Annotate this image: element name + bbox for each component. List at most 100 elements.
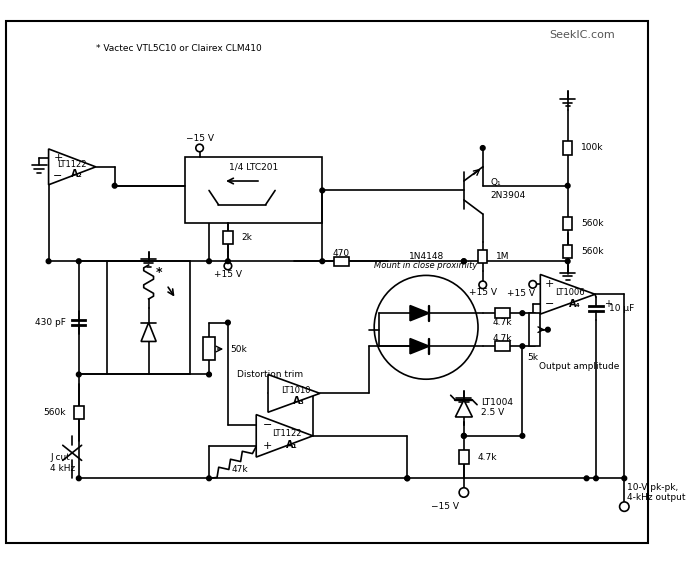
Circle shape: [584, 476, 589, 481]
Text: LT1004: LT1004: [481, 398, 513, 407]
Circle shape: [462, 259, 466, 263]
Circle shape: [207, 372, 211, 377]
Circle shape: [462, 259, 466, 263]
Text: 10 μF: 10 μF: [609, 304, 635, 313]
Circle shape: [112, 183, 117, 188]
Text: 2k: 2k: [241, 233, 252, 242]
Bar: [223, 231, 233, 244]
Bar: [478, 250, 487, 263]
Bar: [563, 245, 573, 258]
Bar: [107, 261, 190, 374]
Bar: [459, 451, 469, 464]
Circle shape: [405, 476, 410, 481]
Text: A₃: A₃: [293, 396, 304, 406]
Bar: [74, 406, 83, 419]
Circle shape: [405, 476, 410, 481]
Circle shape: [620, 502, 629, 512]
Text: A₂: A₂: [71, 169, 83, 179]
Circle shape: [546, 327, 550, 332]
Circle shape: [462, 434, 466, 438]
Text: +: +: [545, 279, 555, 289]
Text: +: +: [263, 442, 273, 451]
Text: 4.7k: 4.7k: [493, 334, 512, 343]
Circle shape: [77, 476, 81, 481]
Text: 4 kHz: 4 kHz: [50, 464, 76, 473]
Text: −15 V: −15 V: [186, 134, 214, 143]
Circle shape: [320, 259, 325, 263]
Text: Distortion trim: Distortion trim: [237, 370, 304, 379]
Bar: [186, 157, 322, 223]
Text: A₁: A₁: [286, 440, 298, 450]
Circle shape: [374, 275, 478, 379]
Text: +15 V: +15 V: [469, 288, 497, 297]
Text: 560k: 560k: [43, 408, 66, 417]
Bar: [563, 142, 573, 155]
Text: SeekIC.com: SeekIC.com: [549, 30, 615, 39]
Text: −: −: [53, 171, 63, 181]
Circle shape: [462, 434, 466, 438]
Text: +15 V: +15 V: [507, 289, 535, 298]
Circle shape: [46, 259, 51, 263]
Polygon shape: [410, 338, 429, 354]
Text: 470: 470: [333, 249, 350, 258]
Bar: [529, 313, 540, 346]
Text: 4.7k: 4.7k: [493, 318, 512, 327]
Circle shape: [224, 262, 232, 270]
Circle shape: [593, 476, 598, 481]
Circle shape: [565, 259, 570, 263]
Circle shape: [520, 344, 524, 349]
Circle shape: [459, 488, 469, 497]
Text: 1/4 LTC201: 1/4 LTC201: [229, 162, 279, 171]
Text: 100k: 100k: [581, 143, 603, 152]
Text: −15 V: −15 V: [431, 502, 459, 511]
Text: +15 V: +15 V: [214, 270, 242, 279]
Circle shape: [520, 434, 524, 438]
Text: +: +: [604, 299, 613, 309]
Text: J cut: J cut: [50, 453, 70, 462]
Text: 10-V pk-pk,
4-kHz output: 10-V pk-pk, 4-kHz output: [627, 483, 686, 502]
Text: 47k: 47k: [232, 465, 248, 474]
Text: −: −: [263, 420, 273, 430]
Circle shape: [622, 476, 627, 481]
Circle shape: [480, 146, 485, 151]
Bar: [563, 217, 573, 230]
Circle shape: [207, 259, 211, 263]
Text: 2N3904: 2N3904: [491, 191, 526, 200]
Circle shape: [320, 188, 325, 193]
Text: 50k: 50k: [230, 345, 246, 354]
Text: −: −: [545, 299, 555, 309]
Circle shape: [565, 183, 570, 188]
Text: Q₁: Q₁: [491, 178, 501, 187]
Text: 1M: 1M: [496, 252, 509, 261]
Circle shape: [529, 280, 537, 288]
Bar: [204, 337, 215, 360]
Text: 1N4148: 1N4148: [408, 252, 444, 261]
Text: *: *: [156, 266, 163, 279]
Circle shape: [479, 281, 486, 289]
Text: 2.5 V: 2.5 V: [481, 408, 504, 417]
Circle shape: [520, 311, 524, 315]
Polygon shape: [141, 323, 156, 341]
Bar: [495, 309, 510, 318]
Text: LT1006: LT1006: [555, 288, 584, 297]
Text: +: +: [53, 153, 63, 163]
Bar: [495, 341, 510, 351]
Text: Output amplitude: Output amplitude: [540, 363, 620, 372]
Circle shape: [196, 144, 204, 152]
Text: 560k: 560k: [581, 247, 603, 256]
Circle shape: [226, 320, 230, 325]
Text: 560k: 560k: [581, 219, 603, 228]
Polygon shape: [256, 415, 313, 457]
Text: 4.7k: 4.7k: [477, 452, 497, 461]
Bar: [333, 257, 348, 266]
Text: 430 pF: 430 pF: [34, 318, 66, 327]
Circle shape: [226, 259, 230, 263]
Text: 5k: 5k: [527, 353, 538, 362]
Text: LT1122: LT1122: [272, 429, 301, 438]
Circle shape: [77, 259, 81, 263]
Polygon shape: [455, 400, 473, 417]
Text: * Vactec VTL5C10 or Clairex CLM410: * Vactec VTL5C10 or Clairex CLM410: [96, 45, 262, 54]
Circle shape: [207, 476, 211, 481]
Text: Mount in close proximity: Mount in close proximity: [375, 262, 477, 271]
Polygon shape: [48, 149, 96, 185]
